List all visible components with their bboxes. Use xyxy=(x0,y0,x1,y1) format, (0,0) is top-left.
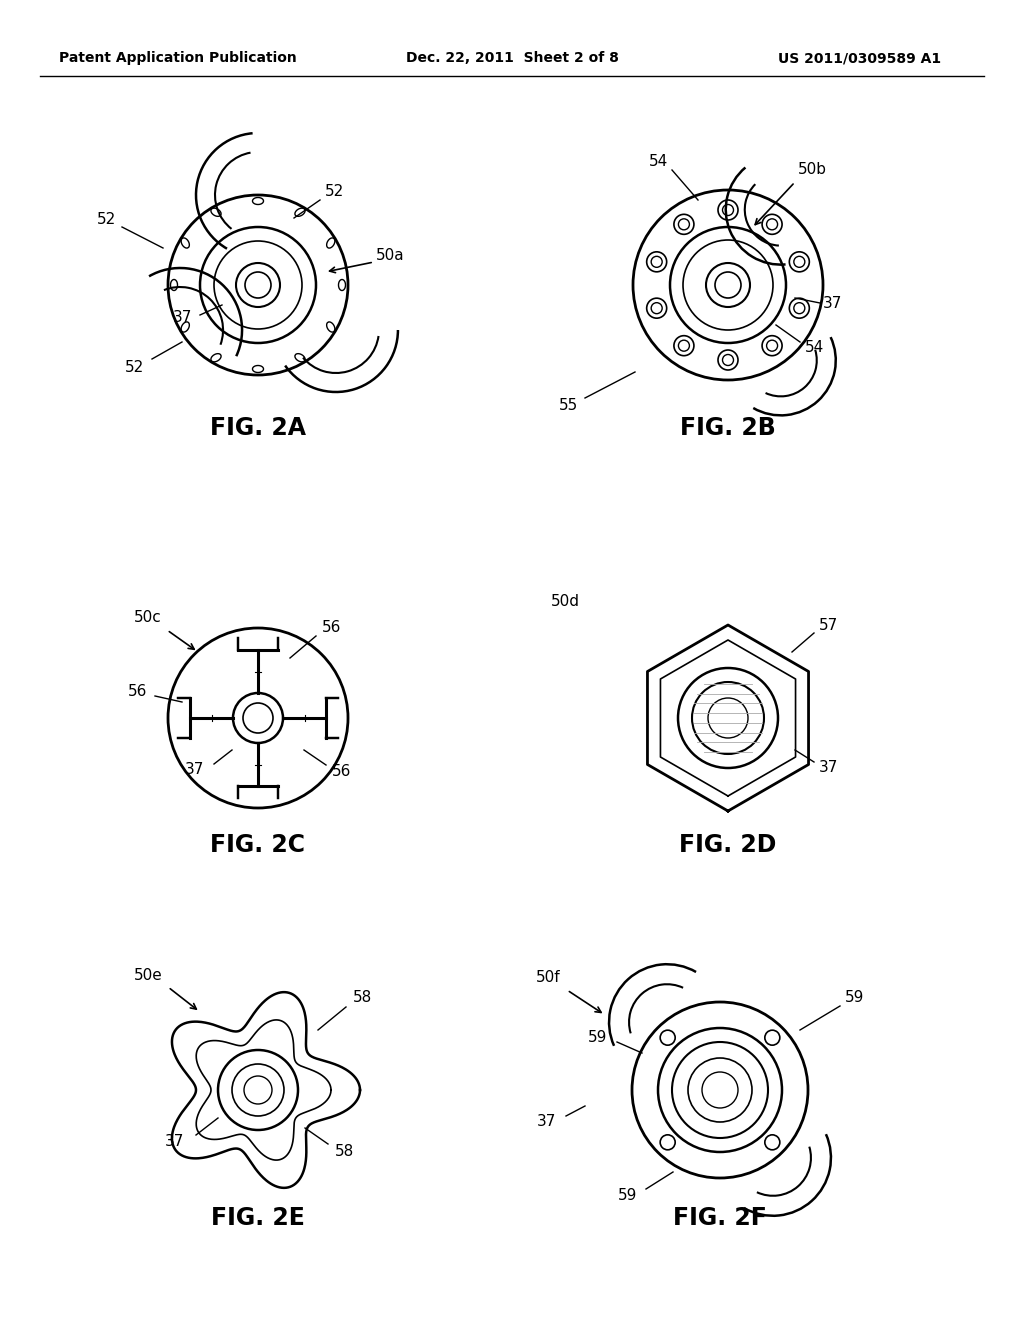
Text: 50e: 50e xyxy=(133,968,163,982)
Text: FIG. 2D: FIG. 2D xyxy=(679,833,776,857)
Text: FIG. 2E: FIG. 2E xyxy=(211,1206,305,1230)
Text: 55: 55 xyxy=(558,397,578,412)
Text: FIG. 2C: FIG. 2C xyxy=(211,833,305,857)
Text: 37: 37 xyxy=(172,310,191,326)
Text: 37: 37 xyxy=(165,1134,184,1150)
Text: 50d: 50d xyxy=(551,594,580,610)
Text: FIG. 2B: FIG. 2B xyxy=(680,416,776,440)
Text: 50f: 50f xyxy=(536,970,560,986)
Text: 59: 59 xyxy=(618,1188,638,1204)
Text: 58: 58 xyxy=(335,1144,353,1159)
Text: Patent Application Publication: Patent Application Publication xyxy=(59,51,297,65)
Text: 52: 52 xyxy=(326,185,345,199)
Text: 58: 58 xyxy=(352,990,372,1006)
Text: 50b: 50b xyxy=(798,162,826,177)
Text: 37: 37 xyxy=(822,296,842,310)
Text: 56: 56 xyxy=(128,685,147,700)
Text: FIG. 2F: FIG. 2F xyxy=(673,1206,767,1230)
Text: 37: 37 xyxy=(185,763,205,777)
Text: 56: 56 xyxy=(333,764,351,780)
Text: 54: 54 xyxy=(648,154,668,169)
Text: 37: 37 xyxy=(538,1114,557,1130)
Text: 59: 59 xyxy=(589,1031,607,1045)
Text: 57: 57 xyxy=(818,618,838,632)
Text: 56: 56 xyxy=(323,620,342,635)
Text: 50a: 50a xyxy=(376,248,404,263)
Text: 50c: 50c xyxy=(134,610,162,626)
Text: 37: 37 xyxy=(818,760,838,776)
Text: Dec. 22, 2011  Sheet 2 of 8: Dec. 22, 2011 Sheet 2 of 8 xyxy=(406,51,618,65)
Text: FIG. 2A: FIG. 2A xyxy=(210,416,306,440)
Text: US 2011/0309589 A1: US 2011/0309589 A1 xyxy=(778,51,941,65)
Text: 52: 52 xyxy=(125,359,144,375)
Text: 59: 59 xyxy=(846,990,864,1006)
Text: 52: 52 xyxy=(97,213,117,227)
Text: 54: 54 xyxy=(805,341,824,355)
